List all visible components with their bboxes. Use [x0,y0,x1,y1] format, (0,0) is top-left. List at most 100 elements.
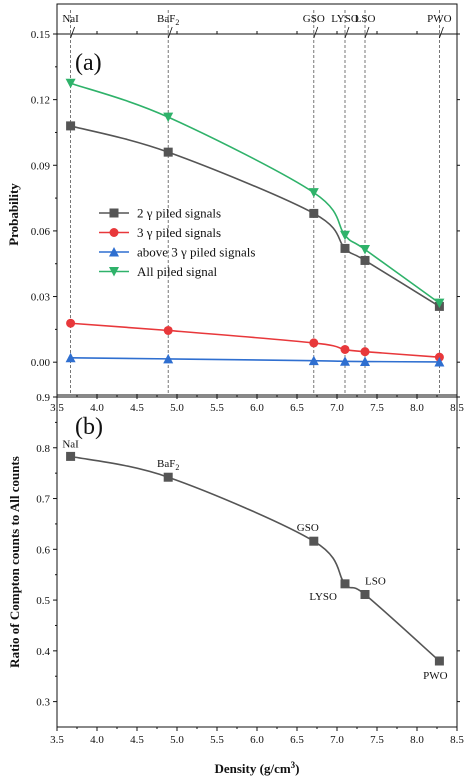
series-3-point [434,356,445,367]
series-2-point [163,325,173,335]
series-4-point [434,298,445,309]
legend-marker [109,267,119,277]
y-axis-title: Probability [6,183,21,246]
series-2-point [360,347,370,357]
material-pointer [344,26,350,39]
series-1-line [70,125,440,308]
y-tick-label: 0.6 [36,544,50,556]
legend-entry: 2 γ piled signals [137,206,221,221]
x-tick-label: 4.5 [130,402,144,414]
ratio-point [309,536,319,546]
series-3-point [308,355,319,366]
legend-marker [109,247,119,257]
series-4-point [360,245,370,255]
series-2-point [309,338,319,348]
y-tick-label: 0.9 [36,392,50,404]
x-tick-label: 5.5 [210,734,224,746]
legend-marker [109,208,119,218]
series-3-point [360,356,370,367]
series-4-line [70,82,440,304]
material-label: LSO [355,13,376,25]
x-tick-label: 5.5 [210,402,224,414]
series-3-point [65,352,76,363]
x-tick-label: 3.5 [50,734,64,746]
series-4-point [163,112,174,123]
series-1-point [163,147,173,157]
y-tick-label: 0.15 [31,29,51,41]
x-tick-label: 8.0 [410,734,424,746]
x-tick-label: 4.5 [130,734,144,746]
series-2-point [340,344,350,354]
point-label: BaF2 [157,458,179,472]
panel-label: (b) [75,414,103,440]
series-1-point [340,243,350,253]
y-tick-label: 0.06 [31,226,51,238]
material-label: GSO [303,13,325,25]
ratio-point [340,579,350,589]
material-label-strip [56,3,458,35]
x-tick-label: 5.0 [170,734,184,746]
material-label: LYSO [331,13,359,25]
series-4-point [308,188,319,198]
y-tick-label: 0.4 [36,646,50,658]
ratio-point [360,589,370,599]
y-tick-label: 0.09 [31,160,51,172]
material-label: NaI [62,13,79,25]
ratio-line [70,455,440,662]
material-pointer [364,26,370,39]
ratio-point [434,656,444,666]
series-3-line [70,357,440,363]
x-tick-label: 6.5 [290,734,304,746]
material-pointer [439,26,444,39]
panel-label: (a) [75,50,102,76]
x-tick-label: 7.5 [370,734,384,746]
x-tick-label: 5.0 [170,402,184,414]
x-tick-label: 8.5 [450,734,464,746]
x-tick-label: 6.5 [290,402,304,414]
point-label: GSO [297,522,319,534]
x-tick-label: 7.5 [370,402,384,414]
series-4-point [340,230,350,241]
series-1-point [66,121,76,131]
x-tick-label: 4.0 [90,402,104,414]
point-label: LYSO [309,591,337,603]
panel-b-compton-ratio-chart: 3.5 4.0 4.5 5.0 5.5 6.0 6.5 7.0 7.5 8.0 8.5 0.3 0.4 0… [7,392,464,776]
plot-frame [56,396,458,728]
legend-entry: above 3 γ piled signals [137,245,255,260]
material-pointer [313,26,319,39]
y-tick-label: 0.3 [36,697,50,709]
x-tick-label: 7.0 [330,734,344,746]
series-1-point [309,208,319,218]
y-tick-label: 0.5 [36,595,50,607]
x-tick-label: 6.0 [250,402,264,414]
x-tick-label: 6.0 [250,734,264,746]
material-pointer [70,26,75,39]
y-tick-label: 0.00 [31,357,51,369]
ratio-point [163,472,173,482]
x-tick-label: 7.0 [330,402,344,414]
legend-marker [109,228,119,237]
series-4-point [65,78,76,89]
series-3-point [340,356,350,366]
series-3-point [163,353,174,364]
series-2-point [66,318,76,328]
point-label: NaI [62,438,79,450]
x-tick-label: 4.0 [90,734,104,746]
point-label: PWO [423,670,448,682]
material-pointer [167,26,173,39]
y-tick-label: 0.8 [36,443,50,455]
x-tick-label: 8.0 [410,402,424,414]
material-label: PWO [427,13,452,25]
y-tick-label: 0.12 [31,95,50,107]
y-tick-label: 0.7 [36,494,50,506]
legend-entry: 3 γ piled signals [137,225,221,240]
x-axis-title: Density (g/cm3) [214,760,299,776]
ratio-point [66,451,76,461]
y-tick-label: 0.03 [31,292,51,304]
material-label: BaF2 [157,13,179,27]
y-axis-title: Ratio of Compton counts to All counts [7,456,22,668]
series-2-line [70,322,440,358]
panel-a-probability-chart: 3.5 4.0 4.5 5.0 5.5 6.0 6.5 7.0 7.5 8.0 8.50.000.0… [6,3,464,414]
series-1-point [360,255,370,265]
